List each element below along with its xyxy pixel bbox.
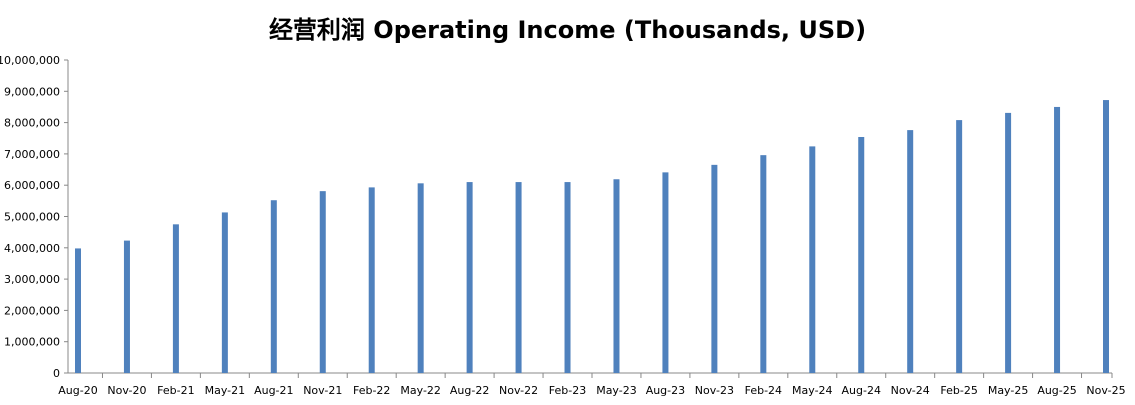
bars: [75, 100, 1109, 374]
y-tick-label: 2,000,000: [4, 304, 60, 317]
bar: [466, 182, 473, 373]
y-tick-label: 4,000,000: [4, 242, 60, 255]
y-tick-label: 9,000,000: [4, 85, 60, 98]
bar: [564, 182, 571, 373]
bar: [956, 120, 963, 373]
x-tick-label: May-22: [400, 384, 441, 397]
x-tick-label: Nov-21: [303, 384, 342, 397]
bar: [1005, 112, 1012, 373]
x-tick-label: May-24: [792, 384, 833, 397]
bar: [319, 191, 326, 373]
y-tick-label: 7,000,000: [4, 148, 60, 161]
x-tick-label: Nov-23: [695, 384, 734, 397]
bar: [75, 248, 81, 373]
bar: [858, 136, 865, 373]
bar: [270, 200, 277, 373]
x-tick-label: Feb-25: [940, 384, 977, 397]
bar: [907, 130, 914, 373]
chart-title: 经营利润 Operating Income (Thousands, USD): [268, 16, 867, 44]
x-tick-label: Aug-24: [842, 384, 881, 397]
x-tick-label: Feb-21: [157, 384, 194, 397]
x-tick-label: Aug-25: [1037, 384, 1076, 397]
bar: [221, 212, 228, 373]
bar: [1103, 100, 1109, 374]
x-tick-label: Feb-24: [745, 384, 782, 397]
bar: [613, 179, 620, 373]
bar: [662, 172, 669, 373]
x-tick-label: Aug-23: [646, 384, 685, 397]
x-tick-label: Nov-20: [107, 384, 146, 397]
bar: [123, 240, 130, 373]
bar: [515, 182, 522, 373]
x-tick-label: Feb-23: [549, 384, 586, 397]
y-axis: 0 1,000,000 2,000,000 3,000,000 4,000,000 5,0…: [0, 54, 69, 380]
y-tick-label: 1,000,000: [4, 336, 60, 349]
x-tick-label: Nov-22: [499, 384, 538, 397]
y-tick-label: 10,000,000: [0, 54, 60, 67]
bar: [760, 155, 767, 373]
x-tick-label: Nov-25: [1086, 384, 1125, 397]
x-tick-label: May-25: [988, 384, 1029, 397]
bar: [417, 183, 424, 373]
x-tick-label: Aug-20: [58, 384, 97, 397]
x-tick-label: May-21: [205, 384, 246, 397]
bar: [368, 187, 375, 373]
bar: [809, 146, 816, 373]
y-tick-label: 3,000,000: [4, 273, 60, 286]
x-tick-label: Nov-24: [891, 384, 930, 397]
bar: [1054, 106, 1061, 373]
x-tick-label: Aug-22: [450, 384, 489, 397]
y-tick-label: 8,000,000: [4, 117, 60, 130]
x-tick-label: May-23: [596, 384, 637, 397]
x-tick-label: Aug-21: [254, 384, 293, 397]
y-tick-label: 6,000,000: [4, 179, 60, 192]
x-tick-label: Feb-22: [353, 384, 390, 397]
x-axis: Aug-20 Nov-20 Feb-21 May-21 Aug-21 Nov-21 Feb-…: [58, 372, 1126, 397]
bar: [711, 164, 718, 373]
bar: [172, 224, 179, 373]
y-tick-label: 5,000,000: [4, 211, 60, 224]
y-tick-label: 0: [53, 367, 60, 380]
